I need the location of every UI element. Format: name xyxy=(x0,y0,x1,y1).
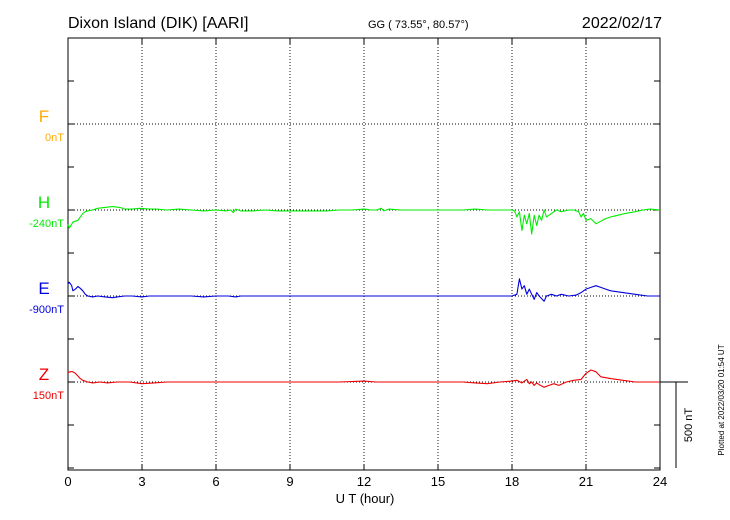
x-tick-label: 24 xyxy=(653,474,667,489)
channel-labels: F 0nT H -240nT E -900nT Z 150nT xyxy=(29,107,64,402)
grid xyxy=(68,38,660,470)
channel-baseline-F: 0nT xyxy=(45,132,64,144)
channel-name-Z: Z xyxy=(39,365,49,384)
station-title: Dixon Island (DIK) [AARI] xyxy=(68,15,249,32)
channel-baseline-E: -900nT xyxy=(29,304,64,316)
plotted-timestamp: Plotted at 2022/03/20 01:54 UT xyxy=(717,344,726,455)
scale-bar-label: 500 nT xyxy=(683,408,695,443)
x-tick-label: 3 xyxy=(138,474,145,489)
x-tick-label: 6 xyxy=(212,474,219,489)
x-tick-label: 21 xyxy=(579,474,593,489)
series-line-H xyxy=(67,206,661,235)
coordinates-label: GG ( 73.55°, 80.57°) xyxy=(368,19,469,31)
x-tick-label: 12 xyxy=(357,474,371,489)
x-axis: 0 3 6 9 12 15 18 21 24 xyxy=(64,38,667,489)
x-axis-label: U T (hour) xyxy=(336,491,395,506)
x-tick-label: 15 xyxy=(431,474,445,489)
channel-name-H: H xyxy=(38,193,50,212)
x-tick-label: 0 xyxy=(64,474,71,489)
channel-baseline-Z: 150nT xyxy=(33,390,64,402)
channel-baseline-H: -240nT xyxy=(29,218,64,230)
x-tick-label: 9 xyxy=(286,474,293,489)
scale-bar: 500 nT xyxy=(660,381,695,468)
series-line-E xyxy=(67,278,660,302)
channel-name-E: E xyxy=(38,279,49,298)
series-line-Z xyxy=(67,369,660,388)
x-tick-label: 18 xyxy=(505,474,519,489)
series-lines xyxy=(67,206,661,388)
channel-name-F: F xyxy=(39,107,49,126)
date-label: 2022/02/17 xyxy=(582,15,662,32)
